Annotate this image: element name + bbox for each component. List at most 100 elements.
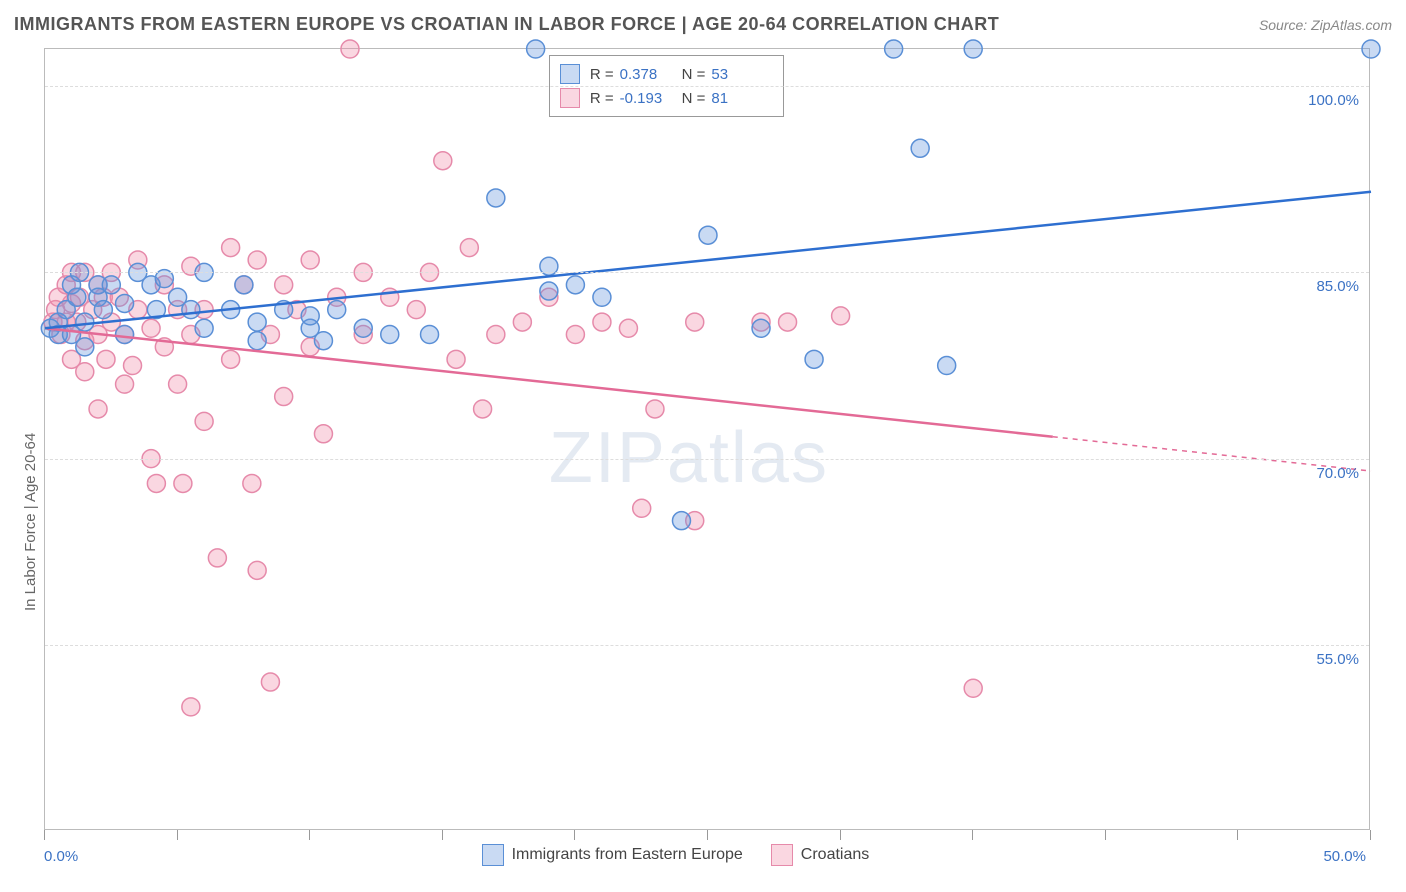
- source-label: Source: ZipAtlas.com: [1259, 17, 1392, 33]
- data-point-blue: [672, 512, 690, 530]
- swatch-pink: [560, 88, 580, 108]
- x-tick: [44, 830, 45, 840]
- data-point-pink: [275, 388, 293, 406]
- data-point-blue: [527, 40, 545, 58]
- data-point-blue: [182, 301, 200, 319]
- grid-line: [45, 272, 1369, 273]
- data-point-blue: [805, 350, 823, 368]
- data-point-pink: [474, 400, 492, 418]
- correlation-row-pink: R = -0.193 N = 81: [560, 86, 774, 110]
- data-point-blue: [68, 288, 86, 306]
- data-point-pink: [222, 239, 240, 257]
- data-point-blue: [116, 325, 134, 343]
- data-point-blue: [885, 40, 903, 58]
- x-tick: [442, 830, 443, 840]
- data-point-pink: [832, 307, 850, 325]
- n-label: N =: [682, 90, 706, 107]
- data-point-pink: [964, 679, 982, 697]
- n-value: 81: [711, 90, 759, 107]
- data-point-pink: [633, 499, 651, 517]
- data-point-pink: [779, 313, 797, 331]
- data-point-pink: [341, 40, 359, 58]
- data-point-blue: [964, 40, 982, 58]
- data-point-blue: [248, 313, 266, 331]
- r-value: 0.378: [620, 66, 668, 83]
- r-label: R =: [590, 90, 614, 107]
- x-tick: [972, 830, 973, 840]
- chart-title: IMMIGRANTS FROM EASTERN EUROPE VS CROATI…: [14, 14, 999, 35]
- data-point-pink: [208, 549, 226, 567]
- legend-label-pink: Croatians: [801, 846, 869, 864]
- data-point-blue: [752, 319, 770, 337]
- data-point-pink: [646, 400, 664, 418]
- data-point-blue: [328, 301, 346, 319]
- data-point-blue: [116, 294, 134, 312]
- data-point-blue: [540, 282, 558, 300]
- trend-line-blue: [45, 192, 1371, 329]
- data-point-blue: [76, 313, 94, 331]
- data-point-pink: [566, 325, 584, 343]
- y-tick-label: 70.0%: [1316, 465, 1359, 482]
- y-tick-label: 55.0%: [1316, 651, 1359, 668]
- data-point-blue: [566, 276, 584, 294]
- y-tick-label: 100.0%: [1308, 92, 1359, 109]
- x-tick: [840, 830, 841, 840]
- data-point-blue: [911, 139, 929, 157]
- y-axis-label: In Labor Force | Age 20-64: [22, 433, 39, 611]
- data-point-blue: [76, 338, 94, 356]
- x-tick: [1237, 830, 1238, 840]
- data-point-pink: [407, 301, 425, 319]
- data-point-blue: [487, 189, 505, 207]
- data-point-pink: [460, 239, 478, 257]
- correlation-row-blue: R =0.378N =53: [560, 62, 774, 86]
- data-point-blue: [301, 307, 319, 325]
- data-point-pink: [275, 276, 293, 294]
- data-point-pink: [195, 412, 213, 430]
- data-point-pink: [243, 474, 261, 492]
- data-point-blue: [699, 226, 717, 244]
- x-tick: [1370, 830, 1371, 840]
- data-point-pink: [593, 313, 611, 331]
- data-point-pink: [314, 425, 332, 443]
- scatter-plot: ZIPatlas R =0.378N =53R =-0.193N =81 55.…: [44, 48, 1370, 830]
- data-point-pink: [182, 698, 200, 716]
- x-tick-label: 50.0%: [1323, 848, 1366, 865]
- data-point-pink: [301, 251, 319, 269]
- x-tick: [574, 830, 575, 840]
- data-point-pink: [97, 350, 115, 368]
- data-point-blue: [1362, 40, 1380, 58]
- data-point-pink: [248, 251, 266, 269]
- legend-label-blue: Immigrants from Eastern Europe: [512, 846, 743, 864]
- grid-line: [45, 459, 1369, 460]
- data-point-pink: [434, 152, 452, 170]
- data-point-blue: [314, 332, 332, 350]
- data-point-blue: [94, 301, 112, 319]
- legend-swatch-blue: [482, 844, 504, 866]
- data-point-pink: [174, 474, 192, 492]
- data-point-pink: [147, 474, 165, 492]
- data-point-pink: [124, 357, 142, 375]
- r-value: -0.193: [620, 90, 668, 107]
- title-bar: IMMIGRANTS FROM EASTERN EUROPE VS CROATI…: [14, 14, 1392, 35]
- data-point-blue: [354, 319, 372, 337]
- data-point-blue: [421, 325, 439, 343]
- series-legend: Immigrants from Eastern Europe Croatians: [482, 844, 898, 866]
- swatch-blue: [560, 64, 580, 84]
- data-point-pink: [89, 400, 107, 418]
- data-point-blue: [248, 332, 266, 350]
- data-point-blue: [102, 276, 120, 294]
- data-point-pink: [116, 375, 134, 393]
- data-point-blue: [938, 357, 956, 375]
- data-point-pink: [248, 561, 266, 579]
- n-label: N =: [682, 66, 706, 83]
- data-point-blue: [195, 319, 213, 337]
- y-tick-label: 85.0%: [1316, 278, 1359, 295]
- data-point-pink: [222, 350, 240, 368]
- data-point-pink: [169, 375, 187, 393]
- grid-line: [45, 645, 1369, 646]
- x-tick: [309, 830, 310, 840]
- data-point-blue: [235, 276, 253, 294]
- x-tick-label: 0.0%: [44, 848, 78, 865]
- x-tick: [1105, 830, 1106, 840]
- r-label: R =: [590, 66, 614, 83]
